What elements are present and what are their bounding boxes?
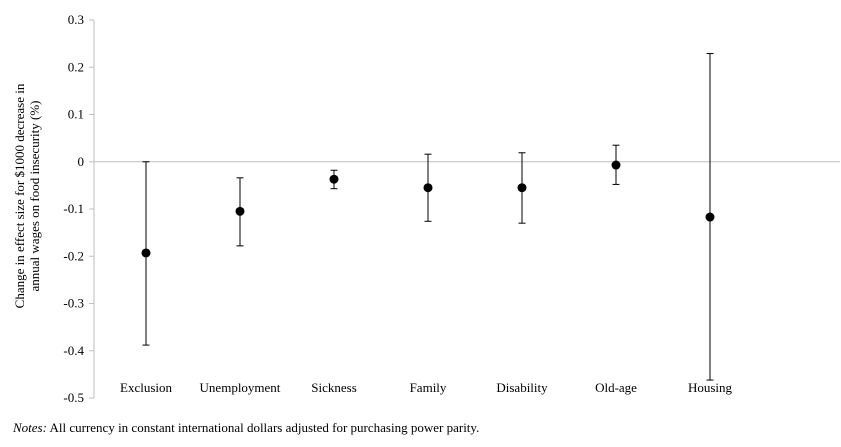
notes-text: All currency in constant international d… <box>46 420 480 435</box>
category-label: Unemployment <box>200 380 281 395</box>
data-point <box>329 174 339 184</box>
y-tick-label: -0.5 <box>63 390 84 405</box>
y-tick-label: 0 <box>78 154 85 169</box>
y-axis: 0.3 0.2 0.1 0 -0.1 -0.2 -0.3 -0.4 -0.5 <box>63 12 95 405</box>
category-label: Exclusion <box>120 380 172 395</box>
data-point <box>141 248 151 258</box>
data-point <box>705 212 715 222</box>
y-tick-label: 0.2 <box>68 59 84 74</box>
data-point <box>517 183 527 193</box>
data-point <box>423 183 433 193</box>
error-bars <box>142 53 714 381</box>
y-tick-label: 0.1 <box>68 107 84 122</box>
category-label: Family <box>410 380 447 395</box>
y-tick-label: -0.3 <box>63 296 84 311</box>
y-tick-label: -0.1 <box>63 201 84 216</box>
category-label: Old-age <box>595 380 637 395</box>
data-point <box>611 160 621 170</box>
category-label: Housing <box>688 380 733 395</box>
y-tick-label: -0.4 <box>63 343 84 358</box>
y-tick-label: -0.2 <box>63 248 84 263</box>
category-label: Sickness <box>311 380 357 395</box>
y-axis-title-line-1: Change in effect size for $1000 decrease… <box>12 83 27 308</box>
category-label: Disability <box>496 380 548 395</box>
category-labels: Exclusion Unemployment Sickness Family Disab… <box>120 380 733 395</box>
notes-label: Notes: <box>13 420 47 435</box>
y-axis-title-line-2: annual wages on food insecurity (%) <box>27 101 42 292</box>
data-points <box>141 160 715 258</box>
y-tick-label: 0.3 <box>68 12 84 27</box>
data-point <box>235 206 245 216</box>
notes: Notes: All currency in constant internat… <box>13 420 479 436</box>
